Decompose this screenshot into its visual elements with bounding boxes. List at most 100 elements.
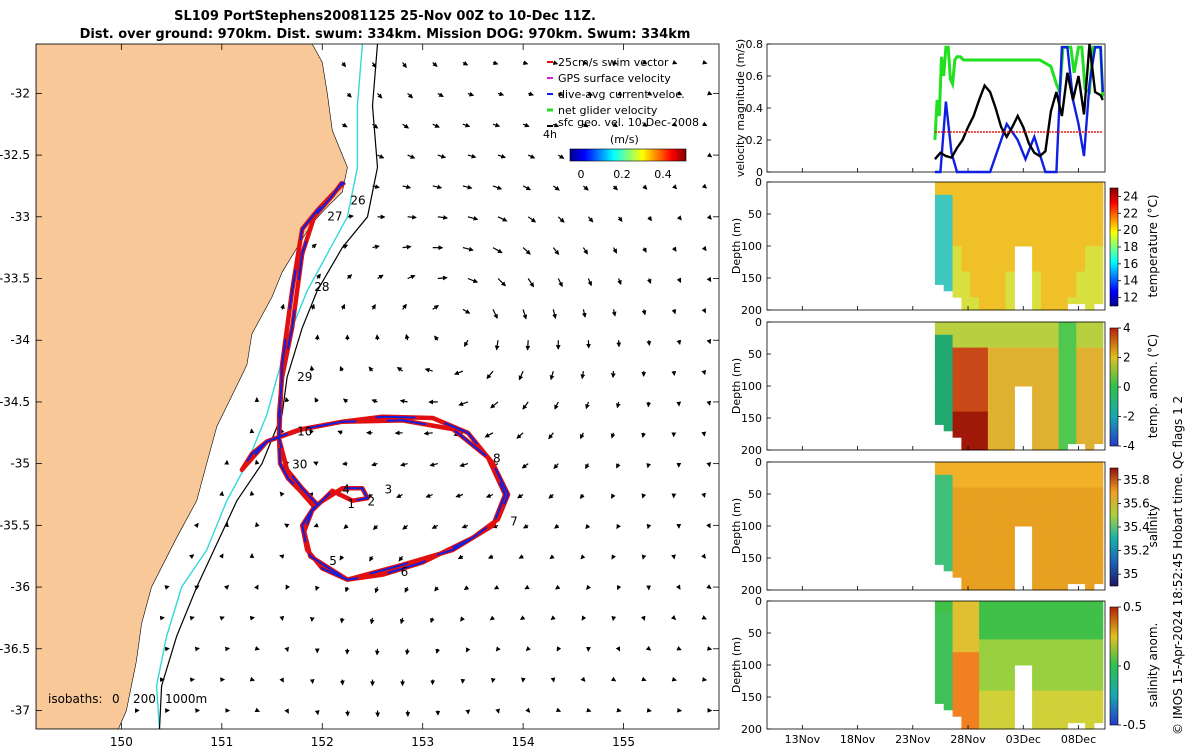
section-cell: [1067, 626, 1077, 640]
section-cell: [1023, 182, 1033, 196]
velocity-arrow: [374, 648, 380, 656]
section-cell: [970, 601, 980, 615]
section-cell: [1040, 538, 1051, 553]
section-cell: [1049, 271, 1060, 285]
section-cell: [1049, 513, 1060, 527]
section-cell: [1023, 462, 1033, 476]
colorbar-tick-label: 35: [1123, 567, 1138, 581]
section-cell: [1032, 513, 1042, 527]
section-cell: [934, 322, 945, 336]
day-label: 3: [385, 482, 393, 496]
day-label: 5: [329, 554, 337, 568]
section-cell: [952, 677, 962, 692]
section-cell: [1094, 626, 1104, 640]
section-cell: [1085, 258, 1095, 273]
section-cell: [1058, 690, 1068, 704]
velocity-arrow: [701, 553, 706, 559]
velocity-arrow: [437, 154, 447, 159]
section-cell: [1040, 347, 1051, 361]
section-cell: [1085, 564, 1095, 578]
velocity-arrow: [377, 92, 383, 99]
colorbar-tick-2: 0.4: [654, 168, 672, 181]
section-cell: [987, 233, 998, 247]
section-cell: [934, 233, 945, 247]
colorbar-tick-1: 0.2: [613, 168, 631, 181]
velocity-arrow: [615, 401, 621, 409]
velocity-arrow: [701, 121, 708, 127]
section-cell: [1085, 424, 1095, 438]
section-ytick-label: 50: [748, 208, 762, 221]
section-cell: [1085, 487, 1095, 501]
section-cell: [1005, 233, 1015, 247]
section-cell: [1058, 284, 1068, 298]
section-cell: [1085, 538, 1095, 553]
section-cell: [1005, 601, 1015, 615]
surface-velocity-arrows: [134, 59, 713, 718]
section-cell: [934, 474, 945, 489]
section-cell: [970, 322, 980, 336]
section-cell: [979, 258, 989, 273]
colorbar-label: salinity anom.: [1146, 623, 1160, 708]
section-cell: [1023, 626, 1033, 640]
velocity-arrow: [459, 462, 469, 468]
velocity-arrow: [587, 278, 593, 287]
velocity-arrow: [279, 677, 284, 683]
section-cell: [979, 297, 989, 311]
section-cell: [952, 487, 962, 501]
section-cell: [1005, 677, 1015, 692]
velocity-arrow: [434, 586, 440, 592]
section-ytick-label: 200: [741, 584, 762, 597]
section-cell: [1067, 690, 1077, 704]
section-cell: [1085, 474, 1095, 489]
section-cell: [987, 703, 998, 717]
velocity-arrow: [671, 370, 677, 377]
section-cell: [1005, 258, 1015, 273]
section-cell: [987, 347, 998, 361]
colorbar-tick-label: 35.8: [1123, 473, 1150, 487]
map-ytick-label: -36.5: [0, 642, 30, 656]
section-cell: [1058, 677, 1068, 692]
section-cell: [1049, 652, 1060, 666]
section-cell: [943, 526, 953, 540]
velocity-arrow: [706, 646, 713, 651]
velocity-arrow: [254, 707, 260, 713]
velocity-arrow: [407, 92, 414, 99]
section-cell: [1023, 373, 1033, 387]
section-cell: [1040, 386, 1051, 400]
land-area: [36, 44, 348, 729]
section-cell: [970, 703, 980, 717]
section-cell: [979, 526, 989, 540]
section-cell: [1014, 500, 1024, 514]
time-xtick-label: 03Dec: [1006, 733, 1041, 746]
section-cell: [979, 322, 989, 336]
colorbar-label: salinity: [1146, 504, 1160, 547]
section-cell: [1067, 551, 1077, 565]
section-cell: [1032, 334, 1042, 349]
velocity-arrow: [432, 305, 439, 310]
section-ylabel: Depth (m): [730, 358, 743, 414]
section-cell: [1032, 716, 1042, 730]
velocity-arrow: [285, 584, 291, 590]
section-cell: [996, 577, 1007, 591]
velocity-arrow: [340, 303, 346, 310]
section-cell: [996, 716, 1007, 730]
colorbar-tick-label: 14: [1123, 274, 1138, 288]
section-cell: [1094, 538, 1104, 553]
velocity-arrow: [548, 432, 554, 440]
velocity-arrow: [701, 245, 707, 252]
section-panel-temperature-anomaly-section: 0 50 100 150 200 Depth (m) -4 -2 0 2 4 temp. anom. …: [730, 316, 1160, 457]
velocity-arrow: [555, 707, 562, 712]
velocity-arrow: [527, 278, 535, 288]
section-cell: [970, 677, 980, 692]
section-cell: [970, 411, 980, 425]
velocity-arrow: [372, 244, 380, 250]
velocity-arrow: [552, 60, 559, 65]
section-cell: [1094, 207, 1104, 221]
section-cell: [996, 551, 1007, 565]
velocity-arrow: [527, 216, 537, 223]
section-cell: [1040, 513, 1051, 527]
section-cell: [1032, 601, 1042, 615]
section-cell: [979, 386, 989, 400]
section-cell: [961, 297, 971, 311]
velocity-arrow: [407, 214, 417, 220]
